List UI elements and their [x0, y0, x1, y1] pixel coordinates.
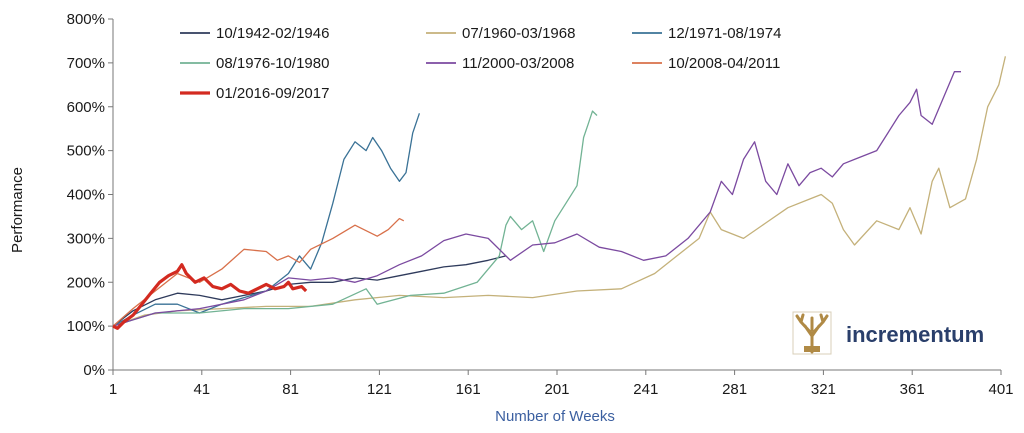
- y-tick-label: 0%: [83, 362, 105, 379]
- series-line-2: [112, 56, 1007, 327]
- legend-label-2: 07/1960-03/1968: [462, 25, 575, 42]
- x-tick-label: 121: [367, 381, 392, 398]
- x-tick-label: 41: [193, 381, 210, 398]
- x-tick-label: 1: [109, 381, 117, 398]
- x-tick-label: 281: [722, 381, 747, 398]
- chart-axes: 0% 100% 200% 300% 400% 500% 600% 700% 800% 1 41 81 1…: [67, 11, 1014, 398]
- legend-label-6: 10/2008-04/2011: [668, 55, 780, 72]
- series-line-1: [112, 255, 507, 327]
- series-line-4: [112, 110, 598, 327]
- x-tick-label: 361: [900, 381, 925, 398]
- legend-label-1: 10/1942-02/1946: [216, 25, 329, 42]
- legend-label-4: 08/1976-10/1980: [216, 55, 329, 72]
- y-tick-label: 800%: [67, 11, 105, 28]
- y-tick-label: 700%: [67, 55, 105, 72]
- series-line-3: [112, 113, 421, 327]
- plot-area: [112, 56, 1007, 330]
- y-axis-title: Performance: [9, 167, 26, 253]
- brand-name: incrementum: [846, 322, 984, 347]
- x-tick-label: 321: [811, 381, 836, 398]
- legend-label-3: 12/1971-08/1974: [668, 25, 781, 42]
- x-tick-label: 81: [282, 381, 299, 398]
- series-line-5: [112, 71, 961, 327]
- y-tick-label: 500%: [67, 143, 105, 160]
- y-tick-label: 400%: [67, 187, 105, 204]
- legend: 10/1942-02/1946 07/1960-03/1968 12/1971-08…: [180, 25, 781, 102]
- incrementum-logo: incrementum: [792, 311, 984, 355]
- y-tick-label: 100%: [67, 318, 105, 335]
- tree-logo-icon: [792, 311, 832, 355]
- series-line-6: [112, 217, 405, 327]
- y-tick-label: 200%: [67, 274, 105, 291]
- x-tick-label: 401: [988, 381, 1013, 398]
- y-tick-label: 300%: [67, 230, 105, 247]
- x-tick-label: 161: [456, 381, 481, 398]
- x-axis-title: Number of Weeks: [495, 408, 615, 425]
- x-tick-label: 241: [633, 381, 658, 398]
- x-tick-label: 201: [544, 381, 569, 398]
- y-tick-label: 600%: [67, 99, 105, 116]
- legend-label-7: 01/2016-09/2017: [216, 85, 329, 102]
- legend-label-5: 11/2000-03/2008: [462, 55, 574, 72]
- series-line-7: [112, 263, 308, 330]
